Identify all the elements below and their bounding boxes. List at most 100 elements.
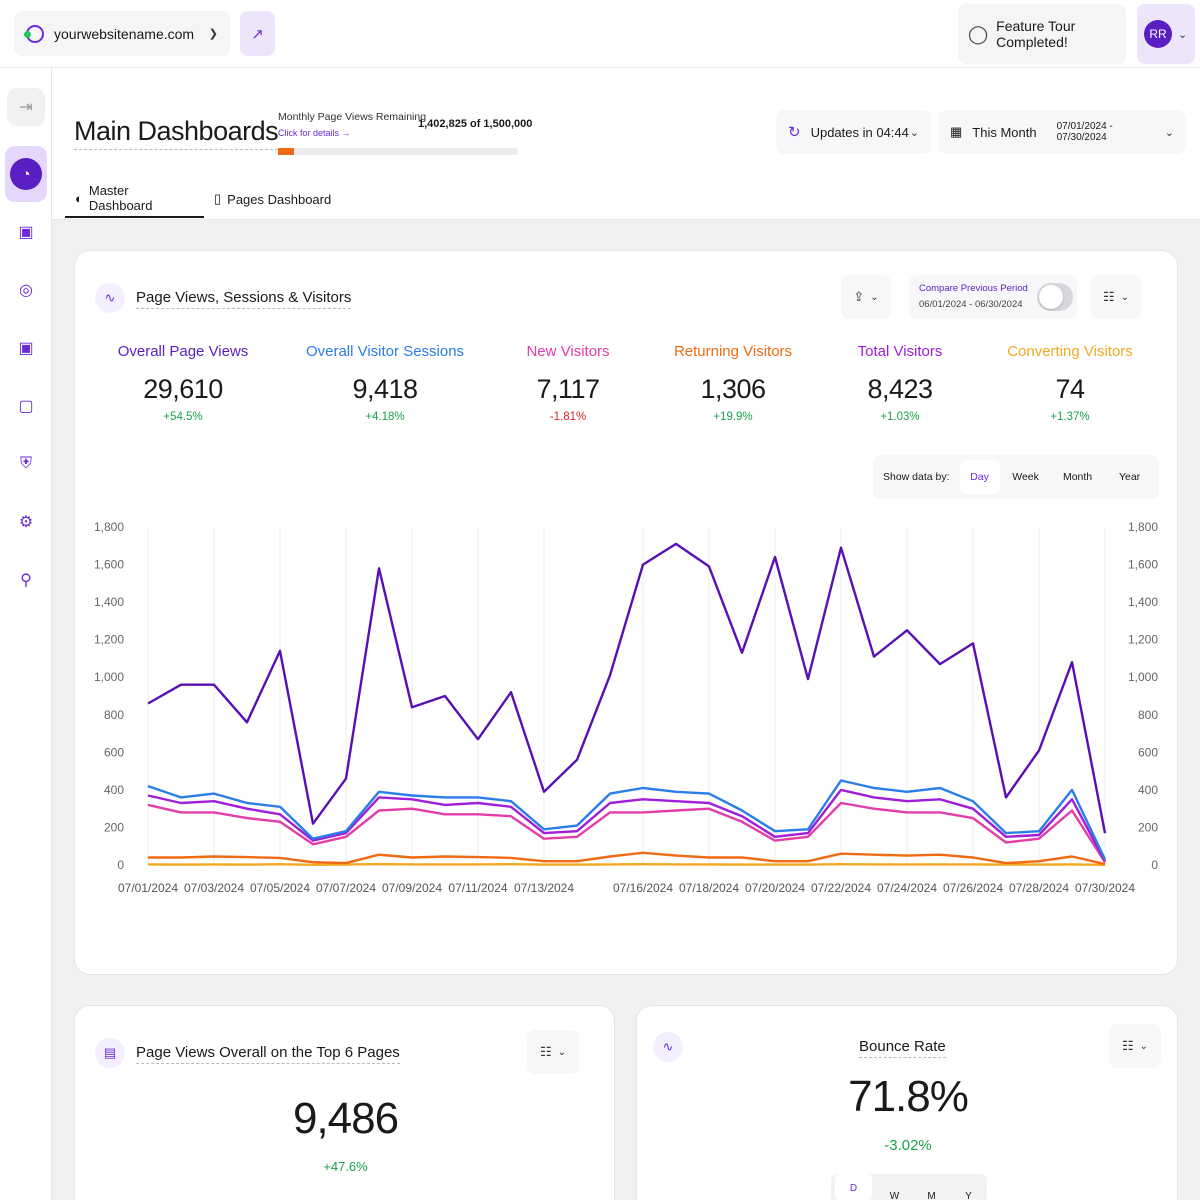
y-tick-label-right: 0 [1151,858,1158,872]
gear-icon: ⚙ [18,514,34,531]
x-tick-label: 07/28/2024 [1009,881,1069,895]
avatar: RR [1144,20,1172,48]
period-tab-month[interactable]: M [927,1191,936,1200]
metric-value: 29,610 [143,374,223,404]
tab-master-dashboard[interactable]: ◐ Master Dashboard [65,180,204,218]
x-tick-label: 07/22/2024 [811,881,871,895]
y-tick-label-left: 0 [117,858,124,872]
quota-value: 1,402,825 of 1,500,000 [418,118,533,130]
chevron-down-icon: ⌄ [1120,291,1130,303]
top-pages-card: ▤ Page Views Overall on the Top 6 Pages … [74,1005,615,1200]
export-button[interactable]: ⇪ ⌄ [841,275,891,319]
metric-3[interactable]: Returning Visitors 1,306 +19.9% [643,343,823,423]
compare-toggle[interactable] [1037,283,1073,311]
metric-5[interactable]: Converting Visitors 74 +1.37% [980,343,1160,423]
x-tick-label: 07/26/2024 [943,881,1003,895]
x-tick-label: 07/24/2024 [877,881,937,895]
bounce-rate-value: 71.8% [848,1072,969,1121]
sidebar-chat-button[interactable]: ▢ [7,387,45,425]
y-tick-label-right: 1,000 [1128,670,1158,684]
show-by-year[interactable]: Year [1118,471,1141,483]
metric-label: Returning Visitors [673,343,793,360]
show-by-day[interactable]: Day [959,460,1000,494]
compare-previous-period: Compare Previous Period 06/01/2024 - 06/… [909,275,1077,319]
chart-settings-button[interactable]: ☷ ⌄ [1091,275,1141,319]
sidebar-scan-button[interactable]: ▣ [7,329,45,367]
upload-icon: ⇪ [853,289,865,304]
sidebar-dashboard-button[interactable]: ◔ [5,146,47,202]
user-menu[interactable]: RR ⌄ [1137,4,1195,64]
sidebar-settings-button[interactable]: ⚙ [7,503,45,541]
shield-icon: ⛨ [19,455,32,472]
lightbulb-icon: ◯ [968,23,989,44]
metric-value: 1,306 [700,374,766,404]
y-tick-label-right: 1,200 [1128,633,1158,647]
x-tick-label: 07/20/2024 [745,881,805,895]
metric-0[interactable]: Overall Page Views 29,610 +54.5% [93,343,273,423]
gauge-icon: ◐ [75,190,83,206]
chevron-down-icon: ⌄ [1164,126,1174,139]
sidebar-traffic-button[interactable]: ◎ [7,271,45,309]
metric-4[interactable]: Total Visitors 8,423 +1.03% [810,343,990,423]
y-tick-label-right: 1,800 [1128,520,1158,534]
x-tick-label: 07/09/2024 [382,881,442,895]
feature-tour-label: Feature Tour Completed! [996,18,1076,50]
y-tick-label-left: 800 [104,708,124,722]
show-by-month[interactable]: Month [1062,471,1093,483]
tab-label: Master Dashboard [88,183,153,213]
top-pages-value: 9,486 [292,1094,399,1143]
site-selector[interactable]: yourwebsitename.com ❯ [14,11,230,56]
metric-2[interactable]: New Visitors 7,117 -1.81% [478,343,658,423]
period-dates: 07/01/2024 - 07/30/2024 [1056,121,1113,143]
period-tab-day[interactable]: D [835,1174,872,1200]
y-tick-label-right: 800 [1138,708,1158,722]
updates-countdown: Updates in 04:44 [810,124,909,140]
chevron-down-icon: ⌄ [909,126,919,139]
sidebar-security-button[interactable]: ⛨ [7,445,45,483]
quota-progress-bar [278,148,518,155]
sidebar-location-button[interactable]: ⚲ [7,561,45,599]
x-tick-label: 07/03/2024 [184,881,244,895]
page-title: Main Dashboards [74,116,279,150]
page-views-card: ∿ Page Views, Sessions & Visitors ⇪ ⌄ Co… [74,250,1178,975]
sidebar-ecommerce-button[interactable]: ▣ [7,213,45,251]
metric-value: 9,418 [352,374,418,404]
y-tick-label-left: 1,200 [94,633,124,647]
show-data-by: Show data by: Day Week Month Year [873,455,1159,499]
metric-label: Total Visitors [857,343,943,360]
y-tick-label-left: 400 [104,783,124,797]
open-site-button[interactable]: ↗ [240,11,275,56]
x-tick-label: 07/13/2024 [514,881,574,895]
sliders-icon: ☷ [1102,289,1115,304]
quota-label: Monthly Page Views Remaining [278,111,427,123]
x-tick-label: 07/16/2024 [613,881,673,895]
bounce-rate-card: ∿ Bounce Rate ☷ ⌄ 71.8% -3.02% D W M Y [636,1005,1178,1200]
shopping-bag-icon: ▣ [18,224,34,241]
y-tick-label-left: 200 [104,820,124,834]
sidebar-login-button[interactable]: ⇥ [7,88,45,126]
metric-1[interactable]: Overall Visitor Sessions 9,418 +4.18% [295,343,475,423]
bounce-settings-button[interactable]: ☷ ⌄ [1109,1024,1161,1068]
quota-progress-fill [278,148,294,155]
site-name: yourwebsitename.com [54,25,195,42]
quota-details-link[interactable]: Click for details → [278,128,351,138]
globe-icon [24,24,44,43]
feature-tour-button[interactable]: ◯ Feature Tour Completed! [958,4,1126,64]
show-by-label: Show data by: [883,471,950,483]
y-tick-label-right: 600 [1138,745,1158,759]
show-by-week[interactable]: Week [1012,471,1039,483]
period-tab-week[interactable]: W [889,1191,900,1200]
card-title: Page Views, Sessions & Visitors [136,289,352,309]
metric-delta: +4.18% [365,411,405,423]
calendar-icon: ▦ [950,124,963,139]
top-pages-settings-button[interactable]: ☷ ⌄ [527,1030,579,1074]
tab-pages-dashboard[interactable]: ▯ Pages Dashboard [204,180,341,218]
pages-icon: ▯ [214,191,222,206]
metric-label: Converting Visitors [1007,343,1133,360]
period-tab-year[interactable]: Y [965,1191,972,1200]
series-line-returning-visitors [148,851,1106,866]
date-range-picker[interactable]: ▦ This Month 07/01/2024 - 07/30/2024 ⌄ [938,110,1186,154]
chevron-down-icon: ⌄ [1178,28,1188,41]
refresh-dropdown[interactable]: ↻ Updates in 04:44 ⌄ [776,110,931,154]
chevron-down-icon: ❯ [208,28,218,40]
